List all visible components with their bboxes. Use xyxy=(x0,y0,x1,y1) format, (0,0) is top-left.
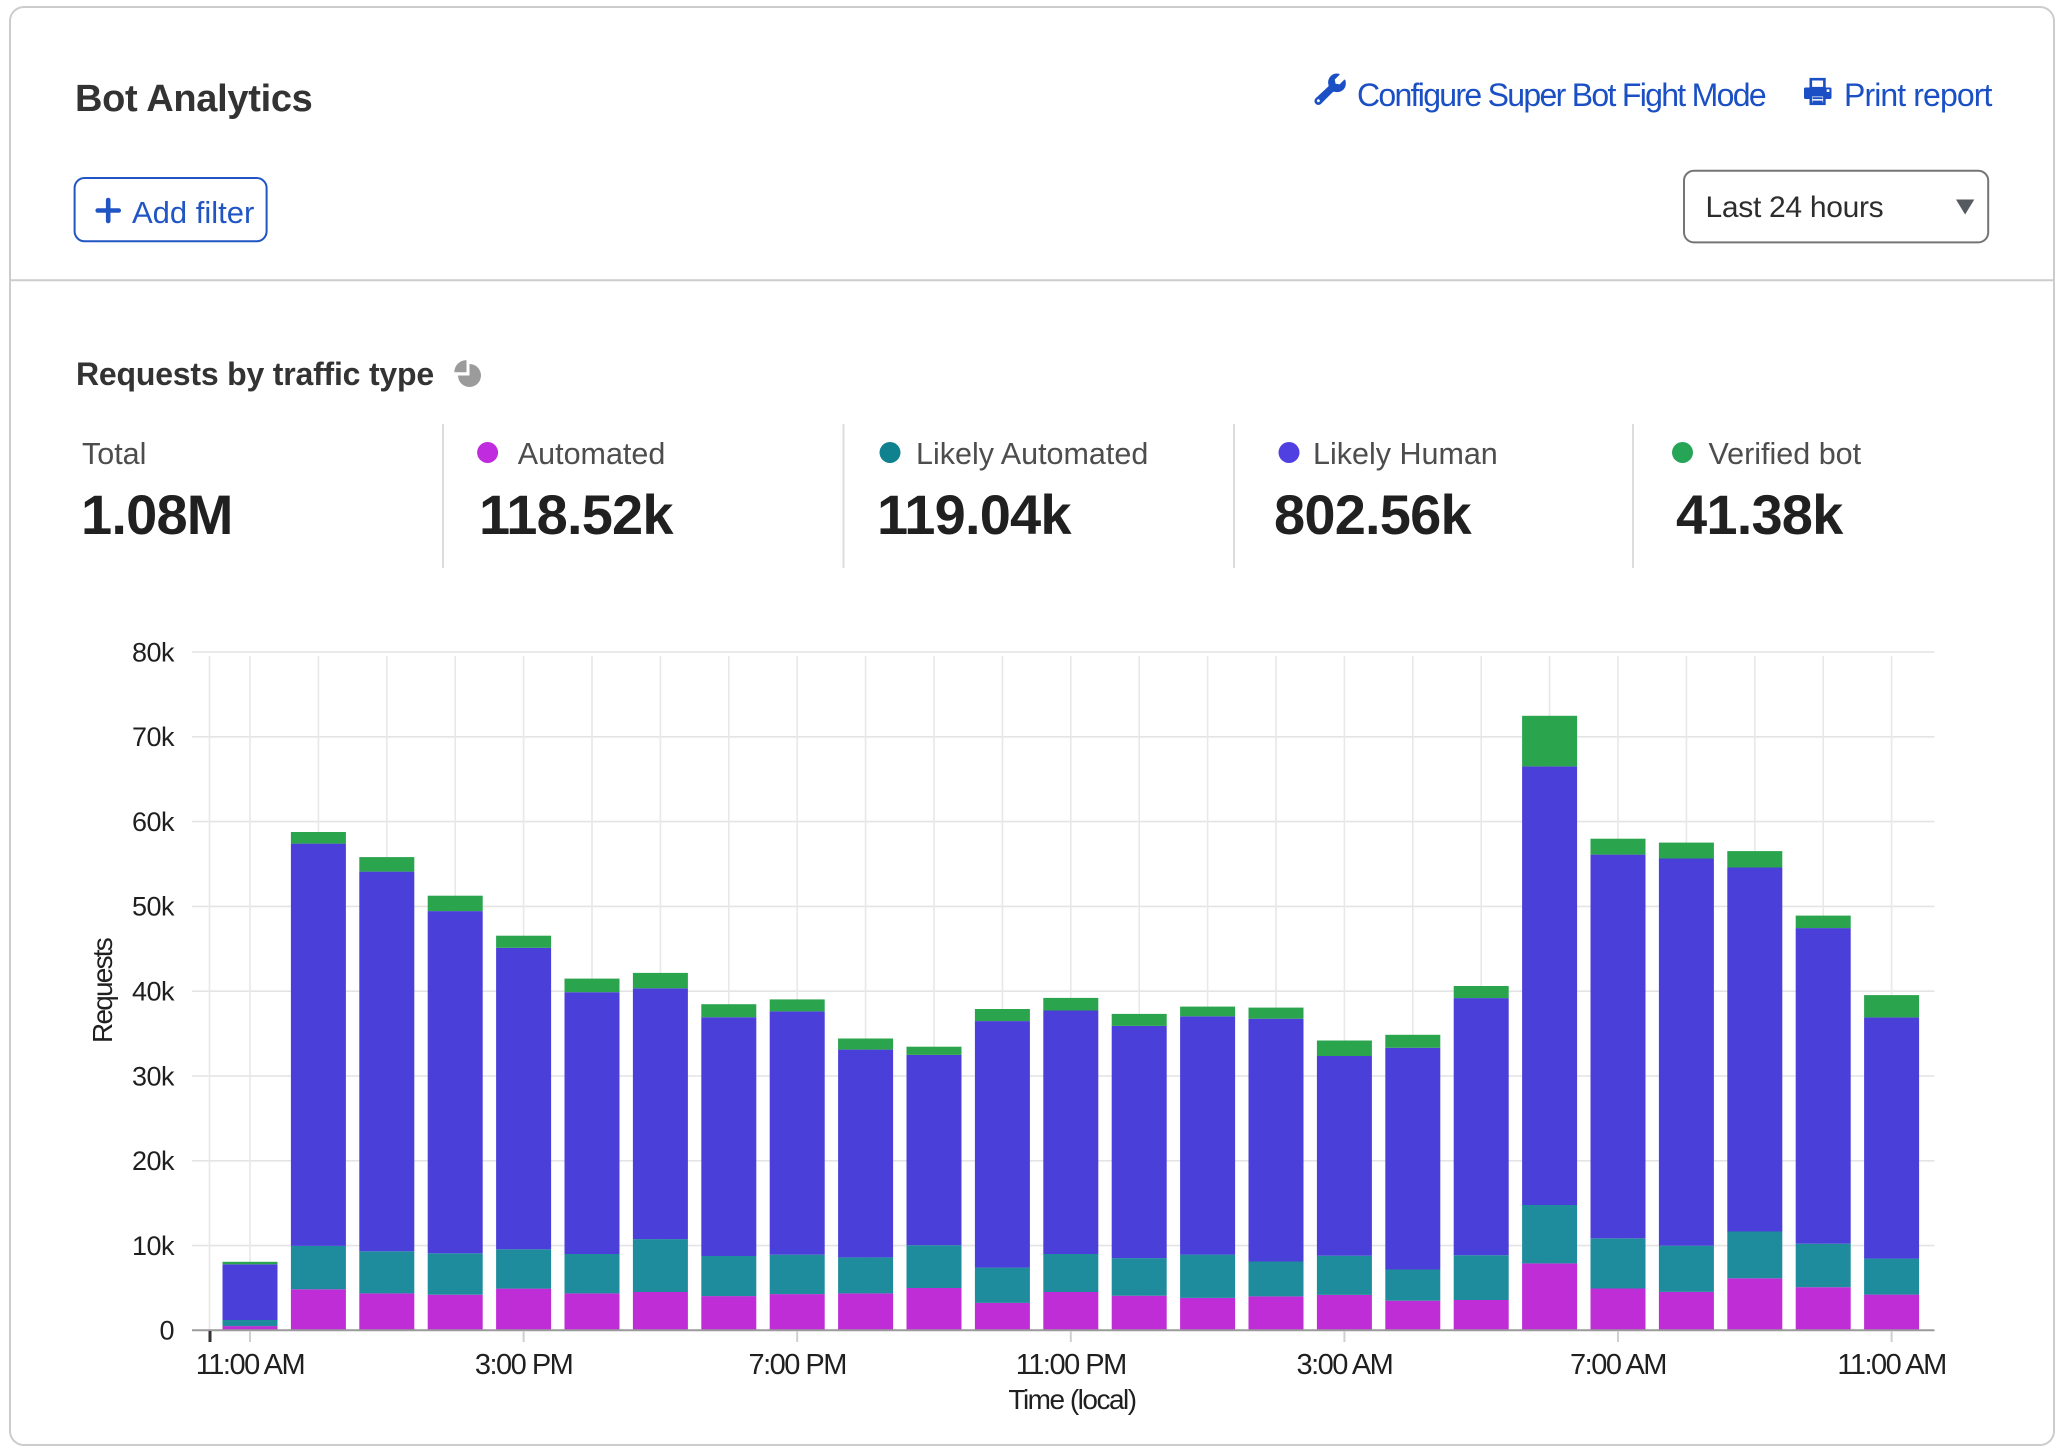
svg-text:30k: 30k xyxy=(132,1061,175,1091)
svg-text:11:00 AM: 11:00 AM xyxy=(1837,1349,1945,1381)
svg-text:Total: Total xyxy=(82,437,146,471)
svg-text:Likely Automated: Likely Automated xyxy=(916,437,1148,471)
svg-text:Likely Human: Likely Human xyxy=(1313,437,1498,471)
svg-text:Print report: Print report xyxy=(1844,77,1992,113)
svg-text:1.08M: 1.08M xyxy=(81,483,233,546)
svg-text:Requests: Requests xyxy=(87,938,118,1043)
svg-text:10k: 10k xyxy=(132,1231,175,1261)
svg-text:3:00 AM: 3:00 AM xyxy=(1296,1349,1392,1381)
svg-text:0: 0 xyxy=(159,1316,174,1346)
svg-text:118.52k: 118.52k xyxy=(479,483,674,546)
svg-text:Add filter: Add filter xyxy=(132,195,254,230)
svg-text:802.56k: 802.56k xyxy=(1274,483,1472,546)
svg-text:3:00 PM: 3:00 PM xyxy=(475,1349,573,1381)
svg-text:11:00 PM: 11:00 PM xyxy=(1016,1349,1126,1381)
svg-text:Time (local): Time (local) xyxy=(1008,1384,1135,1415)
svg-text:Requests by traffic type: Requests by traffic type xyxy=(76,356,434,392)
svg-text:50k: 50k xyxy=(132,892,175,922)
svg-text:60k: 60k xyxy=(132,807,175,837)
svg-text:40k: 40k xyxy=(132,977,175,1007)
svg-text:119.04k: 119.04k xyxy=(877,483,1072,546)
svg-text:70k: 70k xyxy=(132,722,175,752)
svg-text:80k: 80k xyxy=(132,637,175,667)
svg-text:41.38k: 41.38k xyxy=(1676,483,1844,546)
svg-text:11:00 AM: 11:00 AM xyxy=(196,1349,304,1381)
svg-text:7:00 PM: 7:00 PM xyxy=(748,1349,846,1381)
svg-text:7:00 AM: 7:00 AM xyxy=(1570,1349,1666,1381)
svg-text:Bot Analytics: Bot Analytics xyxy=(75,78,313,120)
svg-text:20k: 20k xyxy=(132,1146,175,1176)
svg-text:Configure Super Bot Fight Mode: Configure Super Bot Fight Mode xyxy=(1357,77,1766,113)
svg-text:Last 24 hours: Last 24 hours xyxy=(1706,191,1884,224)
svg-text:Automated: Automated xyxy=(518,437,666,471)
svg-text:Verified bot: Verified bot xyxy=(1709,437,1862,471)
